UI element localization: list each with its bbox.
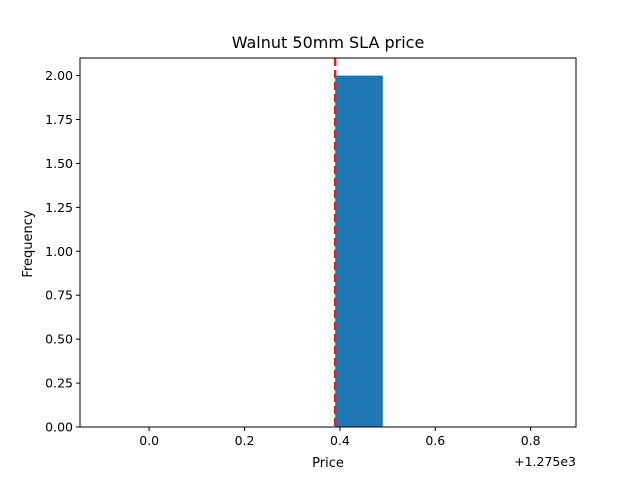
plot-area: 0.0 0.2 0.4 0.6 0.8 0.00 0.25 0.50 0.75 1.00 1.25 1…	[45, 57, 577, 448]
plot-frame	[79, 57, 577, 428]
y-tick-label-6: 1.50	[45, 156, 73, 171]
y-tick-label-7: 1.75	[45, 112, 73, 127]
y-tick-label-2: 0.50	[45, 332, 73, 347]
x-tick-label-4: 0.8	[521, 433, 541, 448]
chart-title: Walnut 50mm SLA price	[232, 33, 425, 52]
x-tick-label-3: 0.6	[425, 433, 445, 448]
x-axis-offset-label: +1.275e3	[514, 454, 576, 469]
x-tick-label-0: 0.0	[139, 433, 159, 448]
x-axis-label: Price	[312, 456, 344, 471]
histogram-bar-0	[335, 75, 383, 428]
y-tick-label-5: 1.25	[45, 200, 73, 215]
x-tick-label-1: 0.2	[235, 433, 255, 448]
y-tick-label-0: 0.00	[45, 420, 73, 435]
y-tick-label-1: 0.25	[45, 376, 73, 391]
y-tick-label-4: 1.00	[45, 244, 73, 259]
y-axis-label: Frequency	[21, 210, 36, 277]
x-tick-label-2: 0.4	[330, 433, 350, 448]
y-tick-label-3: 0.75	[45, 288, 73, 303]
y-tick-label-8: 2.00	[45, 68, 73, 83]
